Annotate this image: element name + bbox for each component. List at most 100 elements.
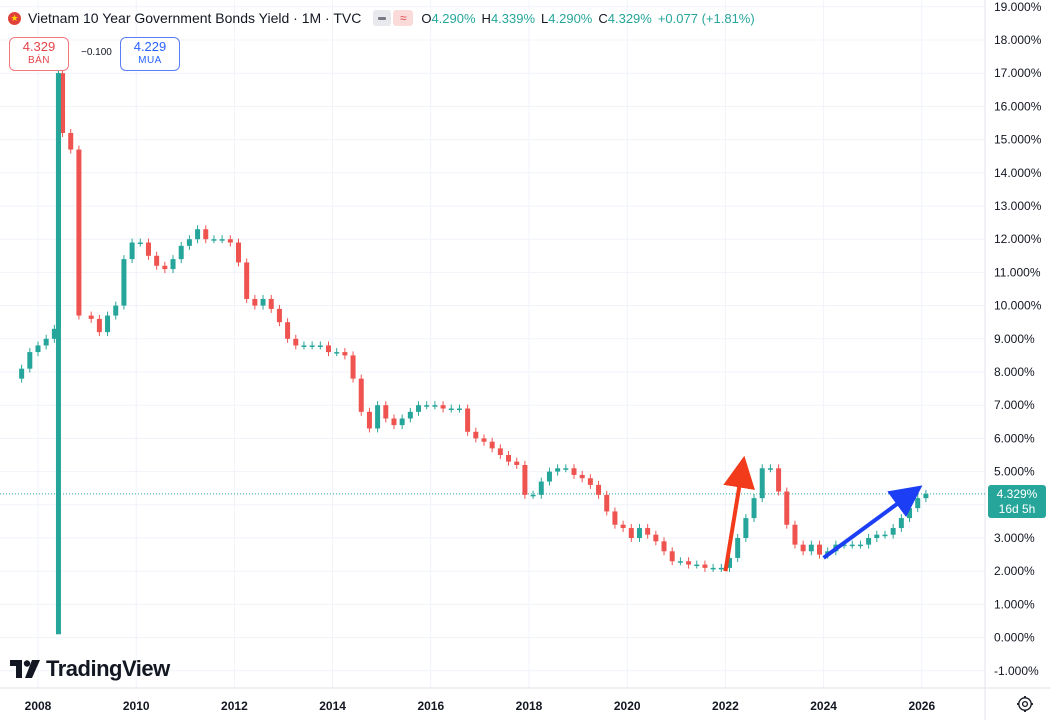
candle-body — [186, 239, 192, 246]
candle-body — [227, 239, 233, 243]
candle-body — [43, 338, 49, 346]
change-value: +0.077 (+1.81%) — [657, 10, 755, 26]
candle-body — [596, 484, 602, 495]
candle-body — [465, 408, 471, 432]
candle-body — [759, 468, 765, 499]
candle-body — [440, 405, 446, 409]
y-tick-label: 10.000% — [994, 299, 1042, 313]
candle-body — [35, 345, 41, 353]
x-axis: 2008 2010 2012 2014 2016 2018 2020 2022 2024 2026 — [25, 699, 936, 713]
candle-body — [358, 378, 364, 412]
hide-indicator-button[interactable] — [373, 10, 392, 26]
x-tick-label: 2026 — [908, 699, 935, 713]
candle-body — [121, 259, 127, 306]
candle-body — [784, 491, 790, 525]
candle-body — [726, 557, 732, 568]
chart-legend: ★ Vietnam 10 Year Government Bonds Yield… — [8, 8, 755, 28]
y-tick-label: 9.000% — [994, 332, 1035, 346]
candle-body — [915, 498, 921, 509]
candle-body — [776, 468, 782, 492]
candle-body — [145, 242, 151, 256]
candle-body — [88, 315, 94, 319]
candle-body — [555, 468, 561, 472]
symbol-title[interactable]: Vietnam 10 Year Government Bonds Yield ·… — [28, 10, 362, 26]
candle-body — [252, 298, 258, 306]
candle-body — [530, 494, 536, 497]
candle-body — [424, 405, 430, 407]
candle-body — [694, 564, 700, 567]
sell-button[interactable]: 4.329 BÁN — [9, 37, 69, 71]
candle-body — [579, 474, 585, 479]
y-tick-label: 12.000% — [994, 232, 1042, 246]
candle-body — [890, 528, 896, 535]
candle-body — [522, 464, 528, 495]
buy-label: MUA — [138, 55, 162, 66]
candle-body — [563, 468, 569, 470]
tradingview-logo[interactable]: TradingView — [10, 656, 170, 682]
candle-body — [219, 239, 225, 241]
high-value: 4.339% — [490, 10, 536, 26]
candle-body — [841, 544, 847, 547]
candle-body — [342, 352, 348, 356]
y-tick-label: 15.000% — [994, 133, 1042, 147]
candle-body — [907, 508, 913, 519]
candle-body — [407, 411, 413, 419]
x-tick-label: 2016 — [417, 699, 444, 713]
y-tick-label: 1.000% — [994, 597, 1035, 611]
y-axis: 19.000% 18.000% 17.000% 16.000% 15.000% 14.00… — [994, 0, 1042, 678]
candle-body — [849, 544, 855, 547]
candle-body — [538, 481, 544, 495]
candle-body — [203, 229, 209, 240]
candle-body — [669, 551, 675, 562]
candle-body — [416, 405, 422, 412]
last-price-value: 4.329% — [996, 486, 1038, 501]
candle-body — [154, 255, 160, 266]
y-tick-label: 19.000% — [994, 0, 1042, 14]
candle-body — [857, 544, 863, 547]
candle-body — [743, 518, 749, 538]
candle-body — [375, 405, 381, 429]
candle-body — [751, 498, 757, 519]
gear-icon[interactable] — [1016, 695, 1034, 713]
candle-body — [866, 538, 872, 545]
candle-body — [677, 561, 683, 563]
y-tick-label: 8.000% — [994, 365, 1035, 379]
candle-body — [620, 524, 626, 529]
candle-body — [686, 561, 692, 565]
candle-body — [571, 468, 577, 475]
candle-body — [636, 528, 642, 538]
buy-button[interactable]: 4.229 MUA — [120, 37, 180, 71]
y-tick-label: 2.000% — [994, 564, 1035, 578]
y-tick-label: 7.000% — [994, 398, 1035, 412]
candle-body — [817, 544, 823, 555]
last-price-label: 4.329% 16d 5h — [988, 485, 1046, 518]
candle-body — [399, 418, 405, 426]
x-tick-label: 2024 — [810, 699, 837, 713]
y-tick-label: 5.000% — [994, 465, 1035, 479]
candle-body — [514, 461, 520, 465]
tradingview-logo-icon — [10, 660, 40, 678]
compare-icon[interactable]: ≈ — [393, 10, 414, 26]
candle-body — [317, 345, 323, 347]
candle-body — [178, 245, 184, 260]
y-tick-label: 0.000% — [994, 631, 1035, 645]
candle-body — [285, 322, 291, 339]
candle-body — [604, 494, 610, 512]
candle-body — [391, 418, 397, 426]
candle-body — [481, 438, 487, 442]
candle-body — [612, 511, 618, 525]
close-value: 4.329% — [607, 10, 652, 26]
sell-label: BÁN — [27, 55, 51, 66]
candle-body — [489, 441, 495, 449]
candle-body — [129, 242, 135, 260]
candle-body — [383, 405, 389, 419]
candle-body — [137, 242, 143, 245]
candle-body — [456, 408, 462, 411]
candle-body — [661, 541, 667, 552]
y-tick-label: 13.000% — [994, 199, 1042, 213]
x-tick-label: 2022 — [712, 699, 739, 713]
y-tick-label: -1.000% — [994, 664, 1039, 678]
y-tick-label: 11.000% — [994, 265, 1041, 279]
